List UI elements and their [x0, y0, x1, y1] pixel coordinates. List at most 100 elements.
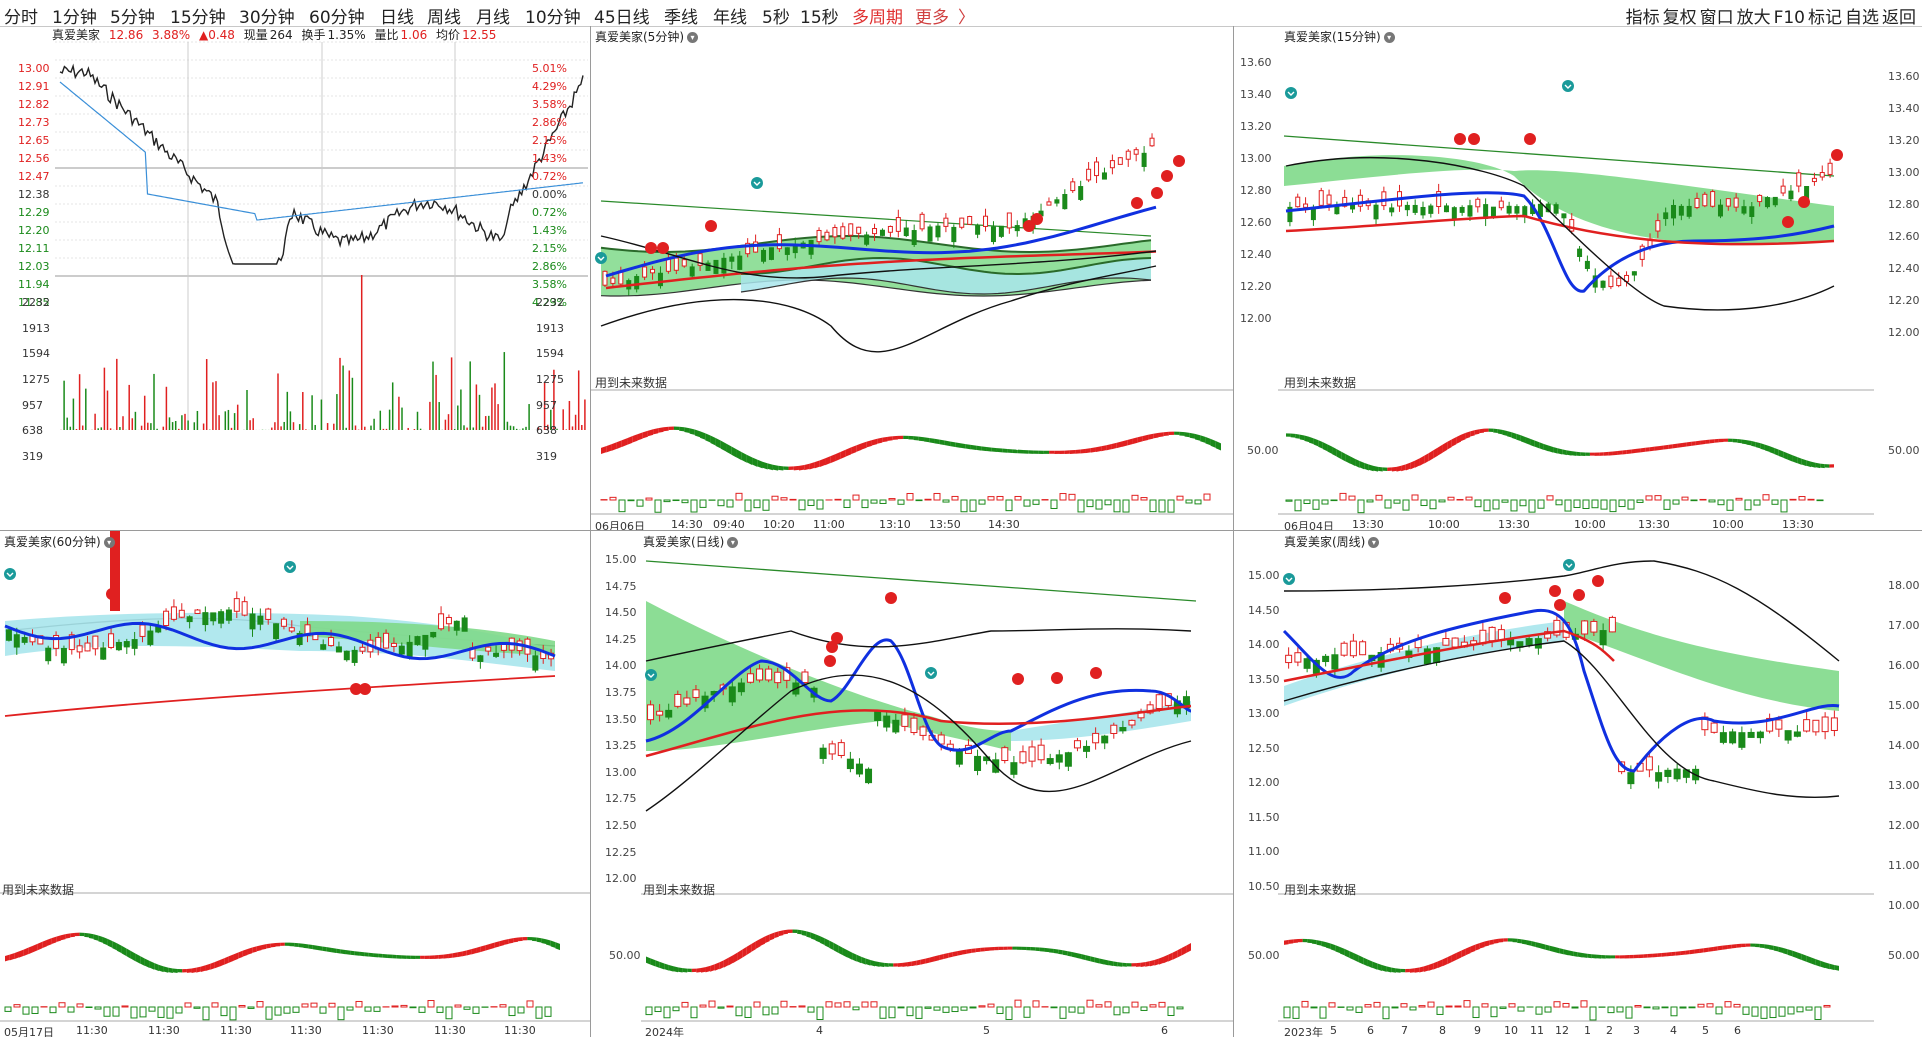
chevron-down-icon[interactable]: ▾	[103, 537, 115, 548]
period-tab-month[interactable]: 月线	[476, 8, 510, 28]
candle-body	[937, 734, 945, 745]
histogram-bar	[942, 1006, 950, 1013]
period-tab-season[interactable]: 季线	[664, 8, 698, 28]
candle-body	[288, 627, 295, 632]
pct-tick: 3.58%	[532, 98, 567, 111]
indicator-band	[1543, 443, 1549, 452]
histogram-bar	[618, 499, 626, 513]
indicator-band	[1373, 465, 1379, 472]
indicator-band	[1601, 954, 1606, 959]
period-tab-5min[interactable]: 5分钟	[110, 8, 155, 28]
indicator-band	[877, 437, 883, 444]
indicator-band	[1442, 957, 1448, 967]
indicator-band	[1071, 951, 1077, 958]
indicator-band	[1122, 962, 1127, 967]
signal-badge	[1499, 592, 1511, 604]
histogram-bar	[1474, 499, 1482, 508]
m15-panel[interactable]: 真爱美家(15分钟) ▾ 用到未来数据 13.60 13.60 13.40 13.40 1…	[1234, 26, 1922, 530]
future-data-label: 用到未来数据	[2, 883, 75, 897]
chevron-right-icon[interactable]: 〉	[958, 8, 975, 28]
period-tab-10min[interactable]: 10分钟	[525, 8, 581, 28]
f10-button[interactable]: F10	[1773, 8, 1805, 28]
histogram-bar	[681, 499, 689, 504]
indicator-band	[1755, 441, 1761, 449]
indicator-band	[952, 951, 958, 957]
indicator-band	[1038, 450, 1044, 454]
back-button[interactable]: 返回	[1882, 8, 1916, 28]
period-tab-multi[interactable]: 多周期	[852, 8, 903, 28]
indicator-band	[1566, 450, 1572, 456]
candle-body	[1349, 640, 1357, 657]
indicator-band	[1318, 440, 1323, 449]
indicator-button[interactable]: 指标	[1625, 8, 1660, 28]
window-button[interactable]: 窗口	[1699, 8, 1734, 28]
indicator-band	[1367, 959, 1373, 969]
candle-body	[1655, 772, 1663, 782]
period-tab-60min[interactable]: 60分钟	[309, 8, 365, 28]
restore-rights-button[interactable]: 复权	[1662, 8, 1697, 28]
indicator-band	[1400, 968, 1406, 973]
indicator-band	[616, 440, 622, 449]
watchlist-button[interactable]: 自选	[1845, 8, 1879, 28]
period-tab-45day[interactable]: 45日线	[594, 8, 650, 28]
period-tab-15sec[interactable]: 15秒	[800, 8, 839, 28]
m60-title: 真爱美家(60分钟) ▾	[4, 533, 115, 550]
candle-body	[1373, 204, 1379, 220]
indicator-band	[541, 938, 547, 945]
histogram-bar	[888, 498, 896, 501]
histogram-bar	[1131, 494, 1139, 501]
pct-tick: 0.72%	[532, 206, 567, 219]
candle-body	[689, 266, 695, 277]
period-tab-15min[interactable]: 15分钟	[170, 8, 226, 28]
histogram-bar	[1113, 1006, 1121, 1016]
indicator-band	[824, 938, 830, 948]
indicator-band	[1520, 435, 1526, 444]
ma-red	[605, 250, 1157, 290]
period-tab-year[interactable]: 年线	[713, 8, 747, 28]
period-tab-fenshi[interactable]: 分时	[4, 8, 38, 28]
indicator-band	[960, 443, 966, 449]
histogram-bar	[1519, 499, 1527, 507]
m5-chart	[591, 133, 1233, 515]
week-panel[interactable]: 真爱美家(周线) ▾ 用到未来数据 15.00 14.50 14.00 13.50 13.…	[1234, 531, 1922, 1037]
candle-body	[1663, 212, 1669, 220]
period-tab-1min[interactable]: 1分钟	[52, 8, 97, 28]
chevron-down-icon[interactable]: ▾	[687, 32, 698, 43]
period-tab-day[interactable]: 日线	[380, 8, 414, 28]
indicator-band	[1003, 946, 1008, 950]
indicator-band	[410, 955, 416, 959]
indicator-band	[1668, 444, 1673, 449]
indicator-band	[746, 454, 753, 465]
indicator-band	[1829, 963, 1835, 971]
m5-panel[interactable]: 真爱美家(5分钟) ▾ 用到未来数据 06月06日 14:30 09:40 10:20 1…	[591, 26, 1233, 530]
indicator-band	[929, 956, 935, 963]
signal-badge	[1023, 220, 1035, 232]
candle-body	[955, 750, 963, 765]
histogram-bar	[699, 499, 707, 508]
period-tab-30min[interactable]: 30分钟	[239, 8, 295, 28]
chevron-down-icon[interactable]: ▾	[1383, 32, 1395, 43]
x-tick: 11:30	[148, 1024, 180, 1037]
indicator-band	[1064, 450, 1070, 455]
candle-body	[53, 634, 60, 649]
day-panel[interactable]: 真爱美家(日线) ▾ 用到未来数据 15.00 14.75 14.50 14.25 14.…	[591, 531, 1233, 1037]
period-tab-5sec[interactable]: 5秒	[762, 8, 790, 28]
chevron-down-icon[interactable]: ▾	[1368, 537, 1380, 548]
more-menu-button[interactable]: 更多	[915, 8, 949, 28]
indicator-band	[682, 968, 688, 973]
histogram-bar	[1438, 499, 1446, 503]
mark-button[interactable]: 标记	[1808, 8, 1842, 28]
chevron-down-icon[interactable]: ▾	[727, 537, 739, 548]
histogram-bar	[672, 1006, 680, 1012]
histogram-bar	[58, 1002, 66, 1008]
zoom-button[interactable]: 放大	[1736, 8, 1771, 28]
m60-panel[interactable]: 真爱美家(60分钟) ▾ 用到未来数据 05月17日 11:30 11:30 11:30…	[0, 531, 590, 1037]
indicator-band	[1447, 955, 1452, 965]
candle-body	[1109, 160, 1115, 169]
histogram-bar	[1481, 1003, 1489, 1008]
candle-body	[1340, 642, 1348, 656]
histogram-bar	[636, 499, 644, 507]
period-tab-week[interactable]: 周线	[427, 8, 461, 28]
intraday-panel[interactable]: 真爱美家 12.86 3.88% ▲0.48 现量 264 换手 1.35% 量比 1…	[0, 26, 590, 530]
histogram-bar	[951, 495, 959, 501]
